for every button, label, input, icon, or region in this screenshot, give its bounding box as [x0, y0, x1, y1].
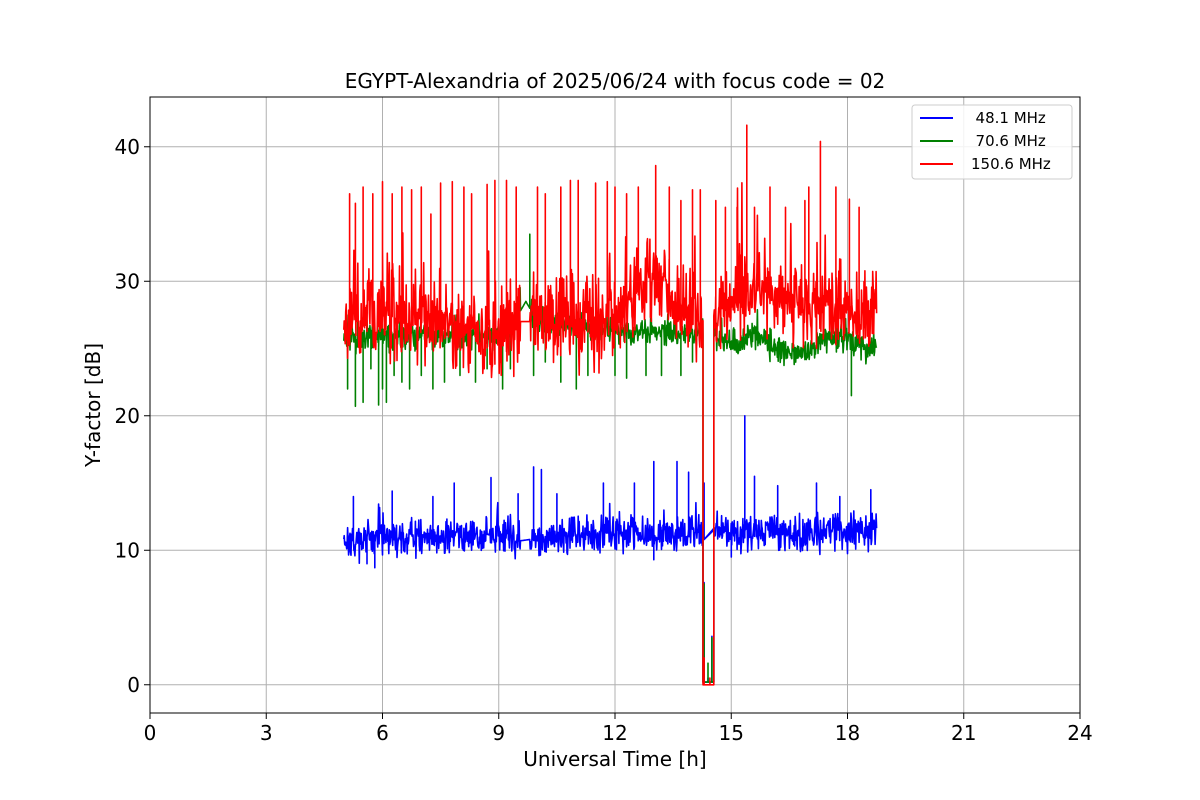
x-tick-label: 12 [602, 721, 627, 745]
y-tick-label: 20 [115, 404, 140, 428]
legend: 48.1 MHz 70.6 MHz 150.6 MHz [911, 104, 1073, 180]
x-axis-ticks: 0 3 6 9 12 15 18 21 24 [144, 713, 1093, 745]
x-tick-label: 18 [835, 721, 860, 745]
x-tick-label: 6 [376, 721, 389, 745]
x-tick-label: 3 [260, 721, 273, 745]
x-tick-label: 15 [719, 721, 744, 745]
chart-title: EGYPT-Alexandria of 2025/06/24 with focu… [345, 69, 886, 93]
x-axis-label: Universal Time [h] [523, 747, 706, 771]
y-tick-label: 0 [127, 673, 140, 697]
x-tick-label: 24 [1067, 721, 1092, 745]
y-axis-label: Y-factor [dB] [81, 343, 105, 468]
series-line-2 [343, 124, 878, 686]
legend-label-70-6: 70.6 MHz [966, 132, 1046, 150]
y-axis-ticks: 0 10 20 30 40 [115, 135, 150, 697]
y-tick-label: 40 [115, 135, 140, 159]
series-line-0 [343, 415, 878, 683]
legend-box [911, 104, 1073, 180]
legend-label-150-6: 150.6 MHz [971, 155, 1051, 173]
x-tick-label: 9 [492, 721, 505, 745]
legend-label-48-1: 48.1 MHz [966, 109, 1046, 127]
x-tick-label: 21 [951, 721, 976, 745]
y-tick-label: 30 [115, 269, 140, 293]
plot-series [343, 124, 878, 686]
x-tick-label: 0 [144, 721, 157, 745]
y-tick-label: 10 [115, 538, 140, 562]
